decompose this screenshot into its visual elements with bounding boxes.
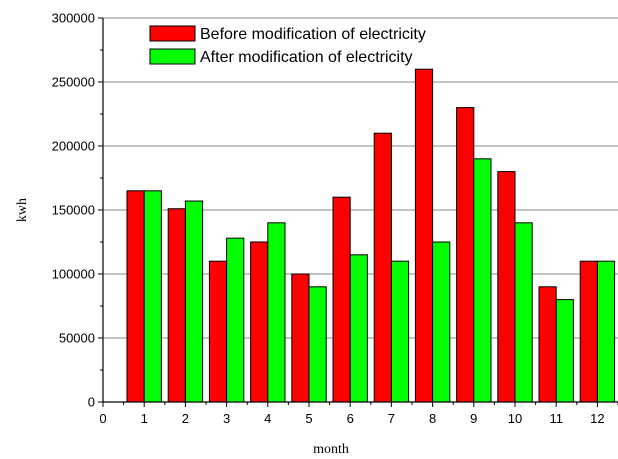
x-tick-label: 7: [388, 411, 395, 426]
x-tick-label: 11: [549, 411, 563, 426]
bar-after-month-12: [596, 260, 616, 403]
x-tick-label: 3: [223, 411, 230, 426]
bar-before-month-2: [167, 208, 186, 403]
bar-before-month-12: [579, 260, 598, 403]
bar-after-month-2: [184, 200, 204, 403]
bar-before-month-5: [291, 273, 310, 403]
legend-swatch: [149, 48, 196, 65]
y-tick-label: 0: [88, 395, 95, 410]
bar-before-month-7: [373, 132, 392, 403]
bar-before-month-8: [414, 68, 434, 403]
x-tick-label: 9: [470, 411, 477, 426]
y-tick-label: 100000: [52, 267, 95, 282]
x-tick-label: 5: [305, 411, 312, 426]
bar-after-month-9: [473, 158, 492, 403]
x-tick-label: 12: [590, 411, 604, 426]
y-tick-label: 300000: [52, 11, 95, 26]
x-tick-label: 0: [99, 411, 106, 426]
bar-after-month-10: [514, 222, 533, 403]
x-tick-label: 2: [182, 411, 189, 426]
axes: [98, 17, 618, 407]
bar-after-month-3: [226, 237, 245, 403]
bar-after-month-4: [267, 222, 286, 403]
x-tick-label: 4: [264, 411, 271, 426]
x-tick-label: 10: [508, 411, 522, 426]
x-axis-title: month: [313, 442, 349, 457]
bar-before-month-9: [456, 107, 475, 403]
y-tick-label: 250000: [52, 75, 95, 90]
bar-before-month-6: [332, 196, 351, 403]
legend-label: Before modification of electricity: [200, 26, 426, 43]
bar-after-month-6: [349, 254, 368, 403]
bar-after-month-8: [432, 241, 451, 403]
y-axis-title: kwh: [15, 198, 30, 222]
bar-after-month-11: [555, 299, 574, 403]
bar-after-month-1: [143, 190, 162, 403]
bar-after-month-5: [308, 286, 327, 403]
bar-before-month-3: [208, 260, 228, 403]
bar-before-month-10: [497, 171, 516, 403]
y-tick-label: 200000: [52, 139, 95, 154]
bars: [126, 68, 616, 403]
legend: Before modification of electricity After …: [149, 25, 426, 66]
legend-swatch: [149, 25, 196, 42]
bar-before-month-1: [126, 190, 145, 403]
bar-before-month-11: [538, 286, 557, 403]
bar-after-month-7: [390, 260, 410, 403]
x-tick-label: 1: [141, 411, 148, 426]
legend-label: After modification of electricity: [200, 49, 413, 66]
x-tick-label: 6: [347, 411, 354, 426]
bar-before-month-4: [250, 241, 269, 403]
y-tick-labels: 0 50000 100000 150000 200000 250000 300000: [52, 11, 95, 410]
y-tick-label: 150000: [52, 203, 95, 218]
y-tick-label: 50000: [59, 331, 95, 346]
x-tick-labels: 0 1 2 3 4 5 6 7 8 9 10 11 12: [99, 411, 604, 426]
x-tick-label: 8: [429, 411, 436, 426]
